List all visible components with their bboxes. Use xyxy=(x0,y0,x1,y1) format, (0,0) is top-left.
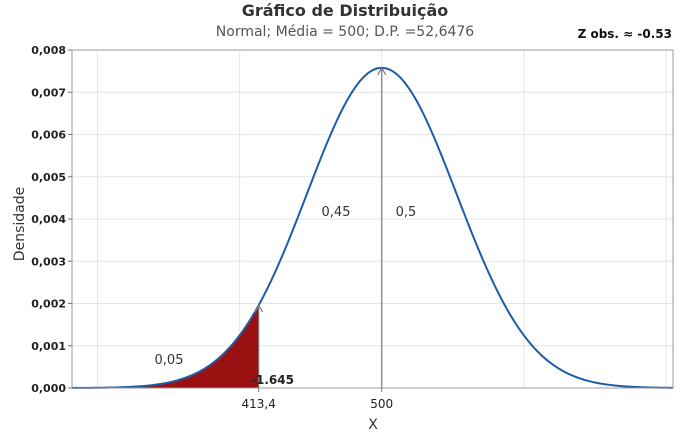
y-axis-ticks: 0,000 0,001 0,002 0,003 0,004 0,005 0,006 0,007… xyxy=(31,44,72,395)
y-tick-label: 0,005 xyxy=(31,171,66,184)
x-tick-label: 413,4 xyxy=(242,397,276,411)
chart-title: Gráfico de Distribuição xyxy=(242,1,449,20)
y-tick-label: 0,002 xyxy=(31,298,66,311)
x-tick-label: 500 xyxy=(370,397,393,411)
x-axis-label: X xyxy=(368,417,378,433)
reference-lines xyxy=(255,68,386,388)
y-tick-label: 0,008 xyxy=(31,44,66,57)
y-tick-label: 0,006 xyxy=(31,129,66,142)
critical-value-label: -1.645 xyxy=(251,373,294,387)
density-curve xyxy=(72,68,673,388)
y-tick-label: 0,003 xyxy=(31,255,66,268)
y-tick-label: 0,004 xyxy=(31,213,66,226)
y-tick-label: 0,000 xyxy=(31,382,66,395)
z-obs-label: Z obs. ≈ -0.53 xyxy=(578,27,672,41)
chart-subtitle: Normal; Média = 500; D.P. =52,6476 xyxy=(216,24,474,40)
y-axis-label: Densidade xyxy=(12,187,28,261)
y-tick-label: 0,001 xyxy=(31,340,66,353)
region-label-left: 0,45 xyxy=(322,205,351,220)
y-tick-label: 0,007 xyxy=(31,86,66,99)
grid-lines xyxy=(72,50,673,388)
shaded-probability-label: 0,05 xyxy=(155,353,184,368)
region-label-right: 0,5 xyxy=(396,205,417,220)
x-axis-ticks: 413,4 500 xyxy=(242,388,394,411)
